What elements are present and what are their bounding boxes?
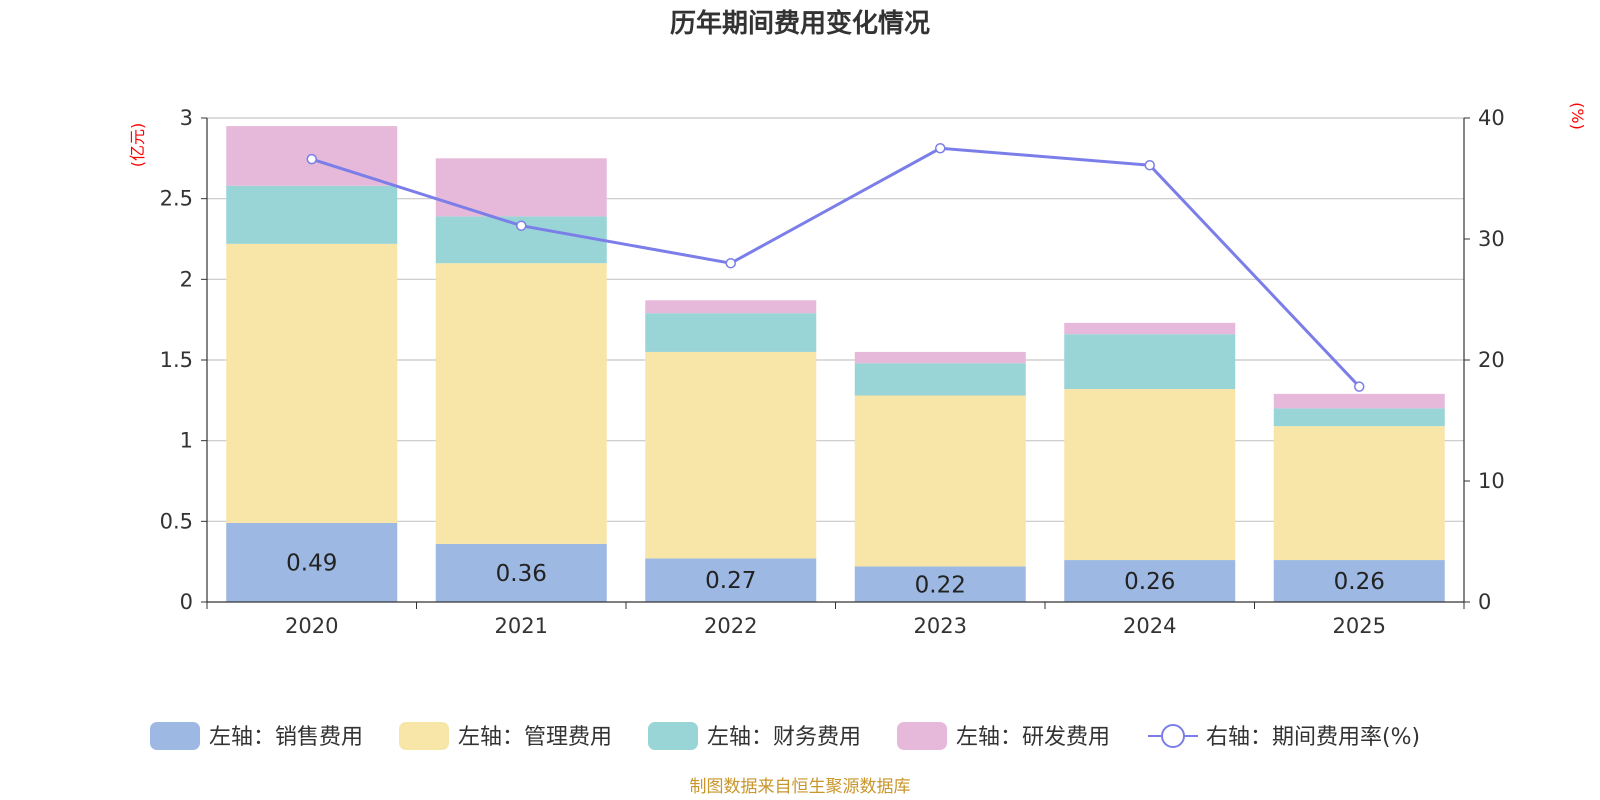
left-axis-tick-label: 0.5 [160,509,193,533]
bar-data-label: 0.36 [496,561,547,587]
legend-swatch [648,722,698,750]
rate-point [306,153,317,165]
left-axis-tick-label: 2 [180,267,193,291]
grid-lines [207,117,1464,522]
right-axis-tick-label: 30 [1478,227,1505,251]
bar-data-label: 0.22 [915,572,966,598]
x-axis-tick-label: 2023 [914,614,967,638]
bar-segment [1064,389,1236,561]
rate-point [516,220,527,231]
left-axis-tick-label: 2.5 [160,187,193,211]
right-axis-tick-label: 40 [1478,106,1505,130]
legend-swatch [399,722,449,750]
rate-point [1144,159,1155,171]
bar-segment [1273,393,1445,409]
bar-segment [645,300,817,314]
bar-segment [435,543,607,602]
rate-point [725,257,736,269]
bar-segment [1273,560,1445,602]
bars: 0.49 0.36 0.27 0.22 0.26 0.26 [226,126,1445,602]
bar-segment [1064,334,1236,390]
rate-point [935,143,946,154]
x-axis-tick-label: 2022 [704,614,757,638]
x-axis-tick-label: 2021 [495,614,548,638]
legend-label: 左轴：管理费用 [458,725,612,750]
left-axis-tick-label: 3 [180,106,193,130]
legend-label: 左轴：财务费用 [707,725,861,750]
legend-label: 左轴：销售费用 [209,725,363,750]
bar-segment [645,558,817,602]
rate-line-path [311,146,1361,388]
rate-point [1354,381,1365,392]
chart-title: 历年期间费用变化情况 [670,8,930,39]
bar-data-label: 0.49 [286,550,337,576]
bar-segment [854,351,1026,364]
bar-segment [854,363,1026,396]
right-axis-unit: (%) [1568,102,1587,130]
bar-segment [854,395,1026,567]
bar-segment [1064,322,1236,335]
legend-swatch-marker [1161,724,1185,748]
left-axis-tick-label: 1 [180,429,193,453]
bar-segment [226,522,398,602]
left-axis-tick-label: 0 [180,590,193,614]
right-axis-tick-label: 0 [1478,590,1491,614]
right-axis-tick-label: 20 [1478,348,1505,372]
legend-swatch [897,722,947,750]
bar-segment [1064,560,1236,602]
x-axis-tick-label: 2025 [1333,614,1386,638]
legend-swatch [150,722,200,750]
bar-segment [645,313,817,352]
left-axis-unit: (亿元) [128,123,147,168]
bar-data-label: 0.26 [1334,569,1385,595]
bar-data-label: 0.26 [1124,569,1175,595]
right-axis-tick-label: 10 [1478,469,1505,493]
bar-data-label: 0.27 [705,568,756,594]
bar-segment [226,185,398,244]
bar-segment [1273,426,1445,561]
legend-label: 右轴：期间费用率(%) [1206,725,1420,750]
x-axis-tick-label: 2024 [1123,614,1176,638]
legend: 左轴：销售费用 左轴：管理费用 左轴：财务费用 左轴：研发费用 右轴：期间费用率(%) [150,722,1420,750]
legend-label: 左轴：研发费用 [956,725,1110,750]
bar-segment [226,243,398,523]
bar-segment [1273,408,1445,427]
bar-segment [435,263,607,544]
rate-line [306,143,1365,392]
left-axis-tick-label: 1.5 [160,348,193,372]
x-axis-tick-label: 2020 [285,614,338,638]
bar-segment [854,566,1026,602]
data-source-note: 制图数据来自恒生聚源数据库 [690,777,911,797]
bar-segment [645,351,817,559]
